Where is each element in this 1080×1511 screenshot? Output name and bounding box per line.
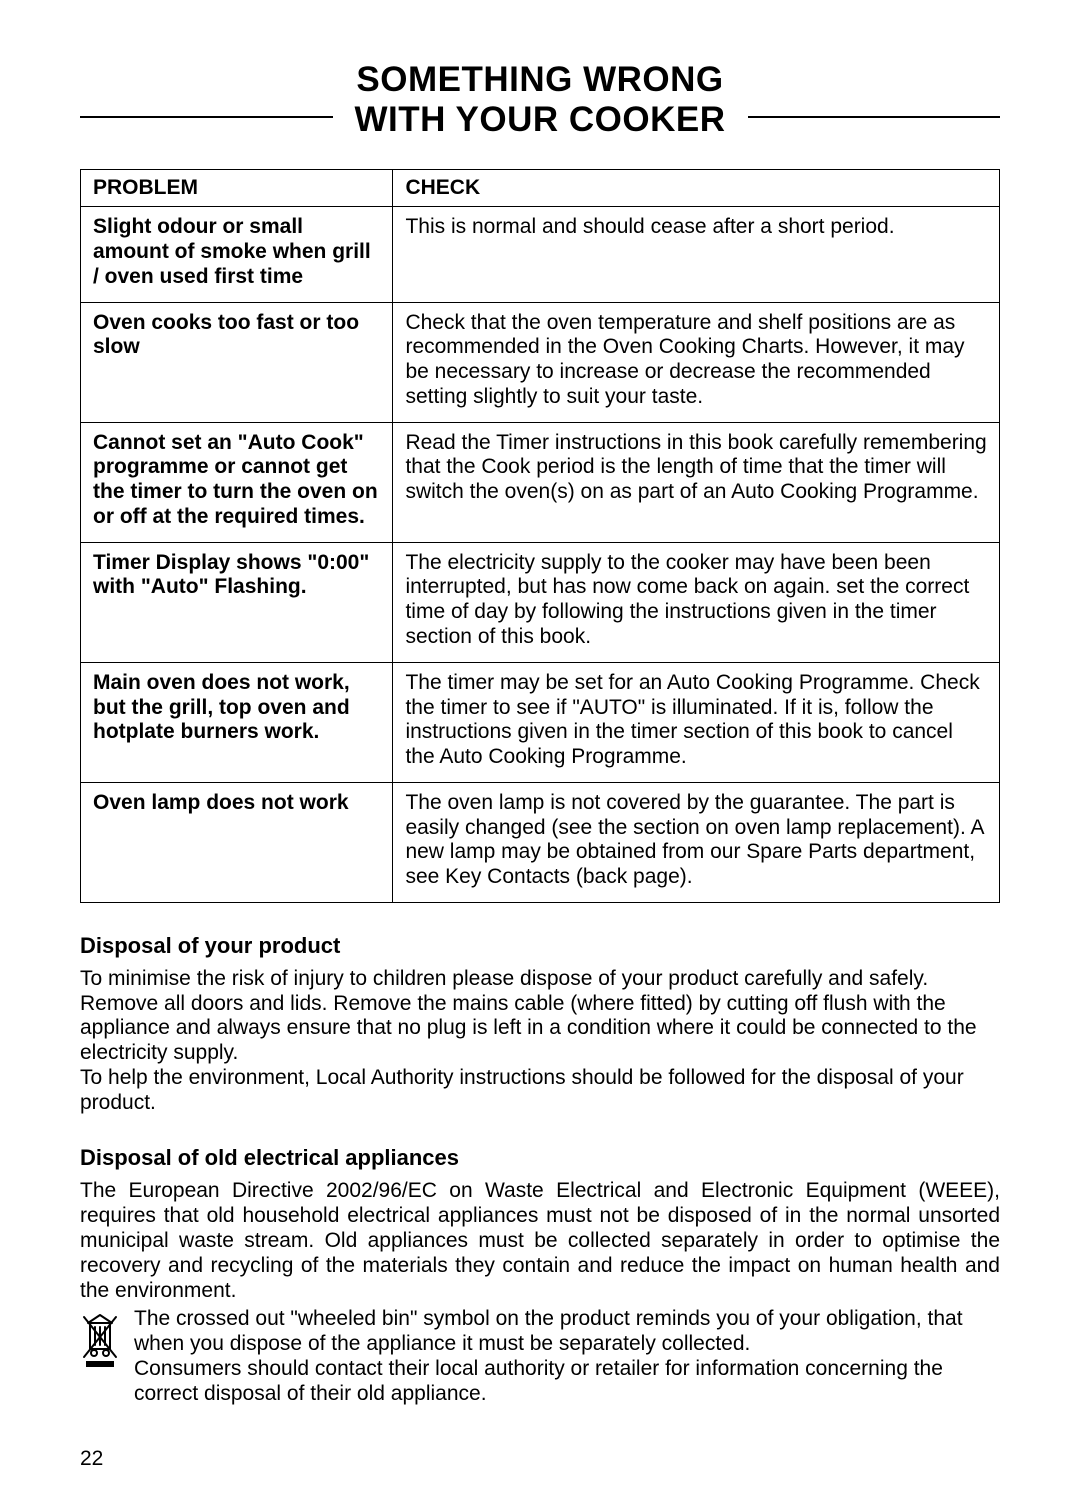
weee-text: The crossed out "wheeled bin" symbol on … [134, 1307, 1000, 1406]
table-header-row: PROBLEM CHECK [81, 169, 1000, 207]
title-rule-left [80, 116, 333, 118]
problem-cell: Oven lamp does not work [81, 782, 393, 902]
section-heading-disposal-product: Disposal of your product [80, 933, 1000, 959]
disposal-old-para2: The crossed out "wheeled bin" symbol on … [134, 1307, 1000, 1357]
check-cell: The electricity supply to the cooker may… [393, 542, 1000, 662]
table-row: Main oven does not work, but the grill, … [81, 662, 1000, 782]
problem-cell: Main oven does not work, but the grill, … [81, 662, 393, 782]
problem-cell: Slight odour or small amount of smoke wh… [81, 207, 393, 302]
weee-crossed-bin-icon [80, 1311, 120, 1376]
problem-cell: Cannot set an "Auto Cook" programme or c… [81, 422, 393, 542]
check-cell: This is normal and should cease after a … [393, 207, 1000, 302]
disposal-product-para2: To help the environment, Local Authority… [80, 1066, 1000, 1116]
page-title-wrap: SOMETHING WRONG WITH YOUR COOKER [80, 60, 1000, 141]
check-cell: The timer may be set for an Auto Cooking… [393, 662, 1000, 782]
title-rule-right [748, 116, 1001, 118]
table-row: Slight odour or small amount of smoke wh… [81, 207, 1000, 302]
weee-block: The crossed out "wheeled bin" symbol on … [80, 1307, 1000, 1406]
table-row: Oven cooks too fast or too slow Check th… [81, 302, 1000, 422]
page-title-line1: SOMETHING WRONG [355, 60, 726, 100]
page-number: 22 [80, 1447, 103, 1471]
col-header-problem: PROBLEM [81, 169, 393, 207]
manual-page: SOMETHING WRONG WITH YOUR COOKER PROBLEM… [0, 0, 1080, 1511]
problem-cell: Timer Display shows "0:00" with "Auto" F… [81, 542, 393, 662]
disposal-product-para1: To minimise the risk of injury to childr… [80, 967, 1000, 1066]
check-cell: The oven lamp is not covered by the guar… [393, 782, 1000, 902]
troubleshoot-table: PROBLEM CHECK Slight odour or small amou… [80, 169, 1000, 903]
check-cell: Read the Timer instructions in this book… [393, 422, 1000, 542]
page-title-line2: WITH YOUR COOKER [355, 100, 726, 140]
disposal-old-para3: Consumers should contact their local aut… [134, 1357, 1000, 1407]
table-row: Cannot set an "Auto Cook" programme or c… [81, 422, 1000, 542]
table-row: Timer Display shows "0:00" with "Auto" F… [81, 542, 1000, 662]
problem-cell: Oven cooks too fast or too slow [81, 302, 393, 422]
check-cell: Check that the oven temperature and shel… [393, 302, 1000, 422]
table-row: Oven lamp does not work The oven lamp is… [81, 782, 1000, 902]
disposal-old-para1: The European Directive 2002/96/EC on Was… [80, 1179, 1000, 1303]
col-header-check: CHECK [393, 169, 1000, 207]
section-heading-disposal-old: Disposal of old electrical appliances [80, 1145, 1000, 1171]
page-title: SOMETHING WRONG WITH YOUR COOKER [333, 60, 748, 141]
